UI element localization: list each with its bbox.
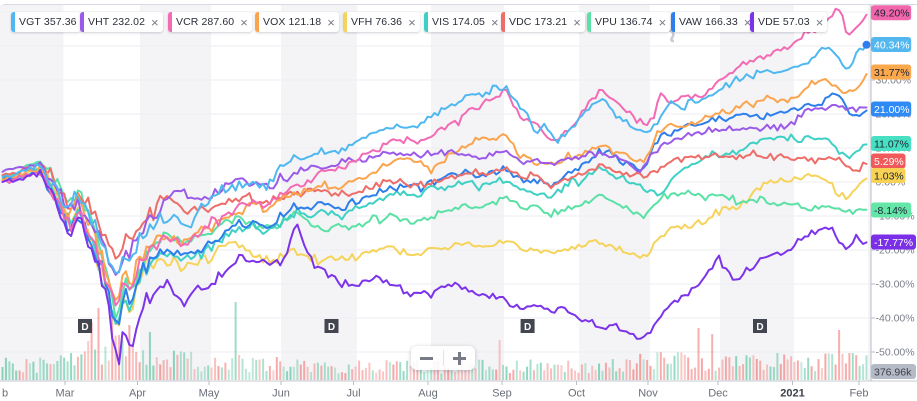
svg-text:Aug: Aug: [418, 388, 438, 400]
svg-text:2021: 2021: [780, 388, 804, 400]
svg-text:Nov: Nov: [638, 388, 658, 400]
svg-text:Apr: Apr: [129, 388, 146, 400]
svg-text:31.77%: 31.77%: [874, 67, 910, 79]
svg-text:D: D: [524, 322, 531, 333]
svg-text:-8.14%: -8.14%: [874, 205, 907, 217]
svg-text:b: b: [2, 388, 8, 400]
svg-text:D: D: [328, 322, 335, 333]
svg-text:-40.00%: -40.00%: [876, 313, 915, 325]
svg-text:Sep: Sep: [492, 388, 512, 400]
svg-text:21.00%: 21.00%: [874, 104, 910, 116]
svg-text:Jun: Jun: [272, 388, 290, 400]
svg-text:May: May: [199, 388, 220, 400]
svg-text:5.29%: 5.29%: [874, 156, 904, 168]
svg-text:Dec: Dec: [708, 388, 728, 400]
svg-text:Jul: Jul: [346, 388, 360, 400]
svg-text:Oct: Oct: [568, 388, 585, 400]
svg-text:40.34%: 40.34%: [874, 39, 910, 51]
svg-text:1.03%: 1.03%: [874, 170, 904, 182]
svg-text:-17.77%: -17.77%: [874, 237, 913, 249]
svg-text:-50.00%: -50.00%: [876, 347, 915, 359]
svg-text:49.20%: 49.20%: [874, 8, 910, 20]
svg-text:-30.00%: -30.00%: [876, 279, 915, 291]
svg-text:11.07%: 11.07%: [874, 138, 909, 150]
svg-text:D: D: [756, 322, 763, 333]
svg-text:Feb: Feb: [850, 388, 869, 400]
svg-text:376.96k: 376.96k: [874, 366, 912, 378]
svg-text:Mar: Mar: [56, 388, 75, 400]
svg-text:D: D: [81, 322, 88, 333]
